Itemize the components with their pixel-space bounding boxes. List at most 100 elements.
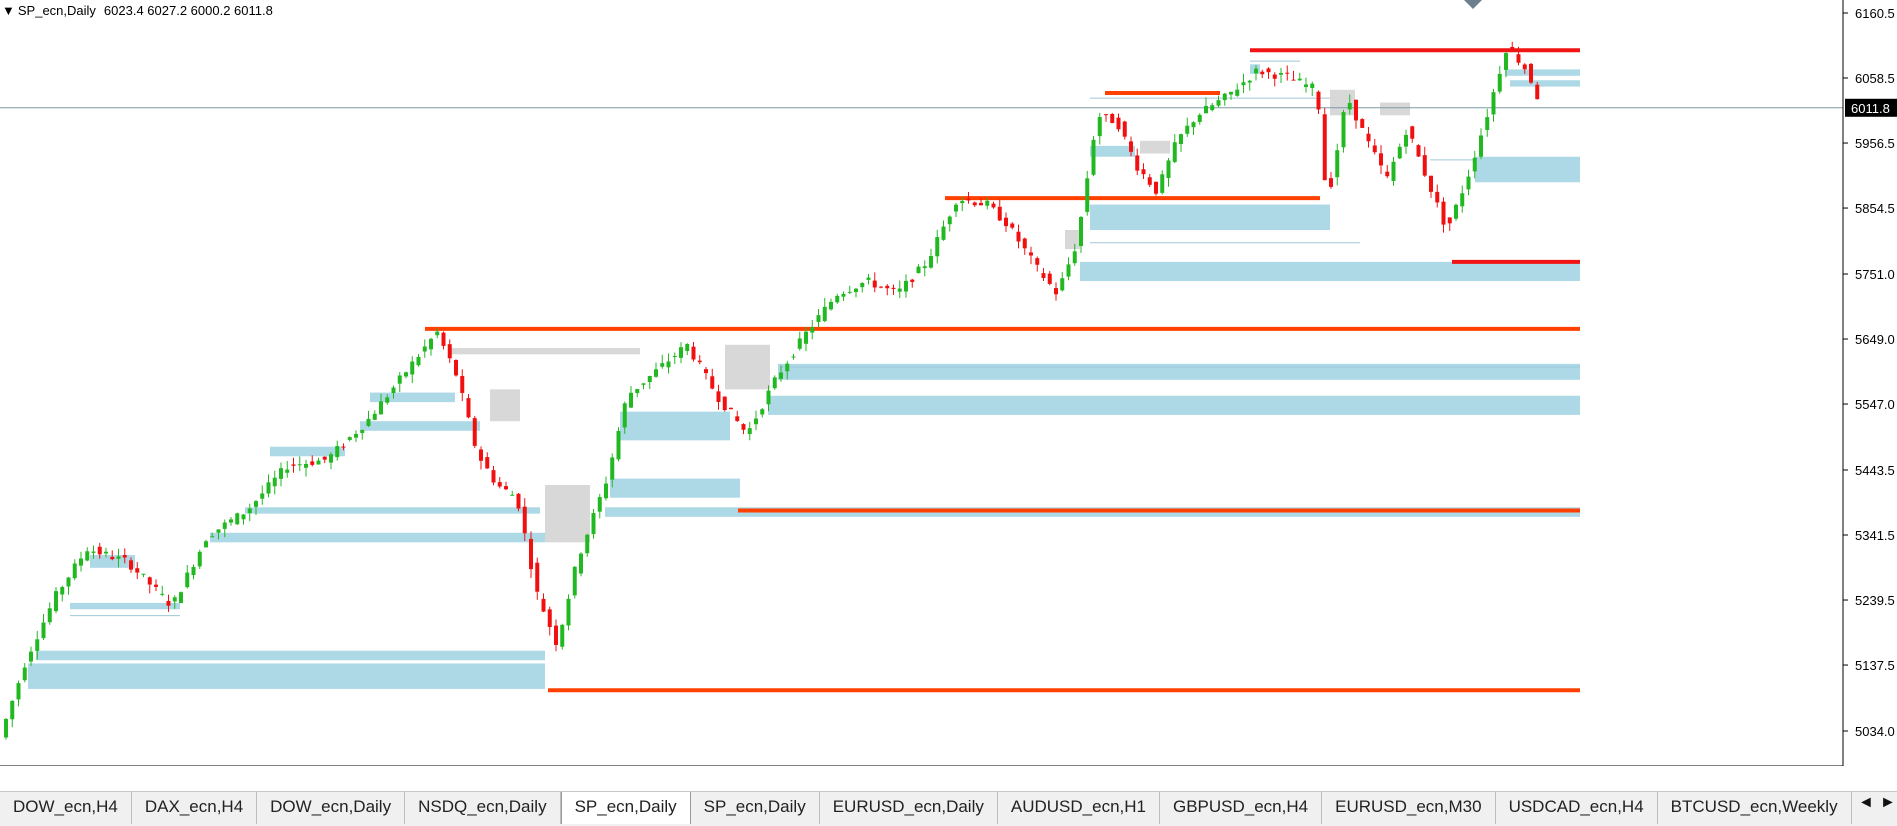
tab-sp-ecn-daily[interactable]: SP_ecn,Daily <box>691 792 820 824</box>
price-tick-label: 5956.5 <box>1855 136 1895 151</box>
candle-body <box>435 331 440 336</box>
candle-body <box>1529 63 1533 83</box>
tab-scroll-left-icon[interactable]: ◄ <box>1858 794 1874 811</box>
demand-zone <box>1090 145 1135 157</box>
candle-body <box>385 397 390 403</box>
candle-body <box>1104 114 1108 116</box>
candle-body <box>304 463 308 468</box>
candle-body <box>416 356 421 366</box>
candle-body <box>335 446 340 458</box>
candle-body <box>716 391 721 403</box>
candle-body <box>672 355 677 357</box>
candle-body <box>1285 72 1290 74</box>
collapse-triangle-icon[interactable]: ▼ <box>2 3 15 18</box>
candle-body <box>191 567 196 576</box>
tab-gbpusd-ecn-h4[interactable]: GBPUSD_ecn,H4 <box>1160 792 1323 824</box>
candle-body <box>1391 161 1396 181</box>
candle-body <box>466 398 471 418</box>
candle-body <box>4 718 8 738</box>
candle-body <box>1204 105 1208 114</box>
price-tick-label: 5751.0 <box>1855 267 1895 282</box>
candle-body <box>979 202 983 206</box>
candle-body <box>460 376 465 393</box>
candle-body <box>235 513 240 525</box>
candle-body <box>122 555 127 558</box>
candle-body <box>372 413 377 420</box>
candle-body <box>741 424 746 430</box>
tab-dax-ecn-h4[interactable]: DAX_ecn,H4 <box>132 792 258 824</box>
symbol-label: SP_ecn,Daily <box>17 3 96 18</box>
tab-eurusd-ecn-daily[interactable]: EURUSD_ecn,Daily <box>820 792 998 824</box>
tab-dow-ecn-h4[interactable]: DOW_ecn,H4 <box>0 792 132 824</box>
tab-btcusd-ecn-weekly[interactable]: BTCUSD_ecn,Weekly <box>1658 792 1852 824</box>
candle-body <box>1235 89 1240 96</box>
candle-body <box>1435 191 1440 203</box>
candle-body <box>1172 142 1177 163</box>
candle-body <box>547 609 552 627</box>
tab-scroll-right-icon[interactable]: ► <box>1880 794 1896 811</box>
tab-audusd-ecn-h1[interactable]: AUDUSD_ecn,H1 <box>998 792 1160 824</box>
tab-nsdq-ecn-daily[interactable]: NSDQ_ecn,Daily <box>405 792 561 824</box>
candle-body <box>291 464 296 466</box>
candle-body <box>241 514 246 520</box>
supply-zone <box>725 344 770 390</box>
candle-body <box>79 558 83 566</box>
candle-body <box>1216 100 1221 106</box>
candle-body <box>354 433 358 438</box>
candle-body <box>1272 74 1277 79</box>
candle-body <box>1316 91 1321 110</box>
candle-body <box>960 200 965 204</box>
candle-body <box>1054 288 1058 295</box>
candle-body <box>747 428 752 435</box>
tab-dow-ecn-daily[interactable]: DOW_ecn,Daily <box>257 792 406 824</box>
candle-body <box>47 608 52 623</box>
tab-eurusd-ecn-m30[interactable]: EURUSD_ecn,M30 <box>1322 792 1496 824</box>
candle-body <box>629 392 633 408</box>
candle-body <box>1247 80 1252 83</box>
candle-body <box>847 291 852 293</box>
candle-body <box>929 255 933 268</box>
candle-body <box>660 363 665 367</box>
candle-body <box>341 446 346 448</box>
candle-body <box>622 403 627 428</box>
candle-body <box>1097 116 1102 137</box>
price-tick-label: 5649.0 <box>1855 332 1895 347</box>
candle-body <box>1485 117 1490 130</box>
demand-zone <box>270 446 345 457</box>
candle-body <box>391 387 396 394</box>
candle-body <box>791 356 796 358</box>
candle-body <box>1179 134 1183 145</box>
candle-body <box>1416 145 1421 157</box>
candle-body <box>1266 68 1271 73</box>
candle-body <box>1372 145 1377 153</box>
candle-body <box>22 667 27 681</box>
candle-body <box>347 437 352 440</box>
candle-body <box>272 477 277 487</box>
price-axis: 6160.5 6058.5 5956.5 5854.5 5751.0 5649.0 5547… <box>1842 0 1897 766</box>
supply-zone <box>1380 102 1410 116</box>
tab-usdcad-ecn-h4[interactable]: USDCAD_ecn,H4 <box>1496 792 1658 824</box>
demand-zone <box>90 555 135 568</box>
candle-body <box>185 572 190 588</box>
candle-body <box>566 598 571 626</box>
demand-zone <box>370 392 455 403</box>
candle-body <box>1347 102 1352 110</box>
candle-body <box>966 198 971 201</box>
price-tick-label: 5034.0 <box>1855 724 1895 739</box>
candle-body <box>985 200 990 206</box>
candle-body <box>810 327 815 333</box>
candle-body <box>1404 134 1408 147</box>
demand-zone <box>245 507 540 514</box>
candle-body <box>804 331 808 344</box>
candle-body <box>1241 82 1246 86</box>
candle-body <box>1166 160 1171 178</box>
candle-body <box>666 361 671 368</box>
candle-body <box>1466 176 1471 190</box>
price-chart[interactable]: 6160.5 6058.5 5956.5 5854.5 5751.0 5649.0 5547… <box>0 0 1897 766</box>
candle-body <box>1535 84 1540 100</box>
tab-sp-ecn-daily[interactable]: SP_ecn,Daily <box>560 792 691 824</box>
candle-body <box>310 461 315 465</box>
demand-zone <box>1080 261 1580 282</box>
candle-body <box>529 538 533 570</box>
candle-body <box>410 361 415 375</box>
